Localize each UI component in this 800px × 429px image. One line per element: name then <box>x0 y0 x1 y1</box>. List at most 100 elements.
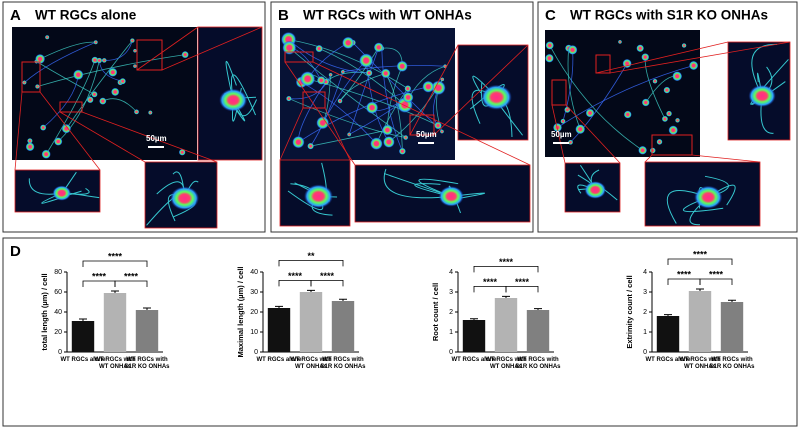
cell <box>382 136 395 148</box>
y-tick-label: 0 <box>254 349 258 356</box>
panel-letter: A <box>10 7 21 24</box>
bar <box>103 293 127 352</box>
y-tick-label: 2 <box>449 309 453 316</box>
zoom-line <box>433 44 529 136</box>
cell <box>396 60 408 72</box>
cell <box>358 53 374 68</box>
cell <box>365 101 379 114</box>
y-axis-label: Root count / cell <box>431 283 440 341</box>
x-tick-label: WT RGCs with S1R KO ONHAs <box>709 357 755 370</box>
neurite <box>37 54 186 87</box>
cell <box>382 124 393 136</box>
y-tick-label: 0 <box>643 349 647 356</box>
cell <box>181 50 189 59</box>
significance-label: ** <box>307 251 315 261</box>
error-bar <box>111 290 119 293</box>
error-bar <box>79 318 87 321</box>
y-tick-label: 20 <box>54 329 62 336</box>
y-tick-label: 0 <box>449 349 453 356</box>
cell <box>622 58 632 69</box>
cell <box>111 87 120 97</box>
x-tick-label: WT RGCs alone <box>451 357 497 363</box>
cell <box>108 67 118 77</box>
cell <box>638 145 648 155</box>
significance-label: **** <box>499 257 514 267</box>
cell <box>666 110 673 117</box>
zoom-line <box>595 41 729 74</box>
neurite <box>66 40 133 129</box>
significance-label: **** <box>709 269 724 279</box>
bar <box>526 310 550 352</box>
cell <box>552 122 563 133</box>
panel-title: WT RGCs alone <box>35 8 137 23</box>
micrograph <box>280 28 455 160</box>
error-bar <box>696 288 704 291</box>
neurite <box>352 42 443 132</box>
cell <box>316 116 330 130</box>
cell <box>91 56 99 64</box>
cell <box>481 84 512 110</box>
inset-frame <box>644 161 761 227</box>
x-tick-label: WT RGCs alone <box>60 357 106 363</box>
inset-frame <box>197 26 263 161</box>
inset-frame <box>457 44 529 141</box>
neurite <box>288 98 406 138</box>
y-axis-label: Maximal length (µm) / cell <box>236 266 245 357</box>
cell <box>34 84 40 89</box>
error-bar <box>728 299 736 302</box>
cell <box>431 80 446 96</box>
significance-label: **** <box>483 277 498 287</box>
neurite <box>104 40 133 61</box>
significance-bracket <box>82 260 148 267</box>
neurite <box>288 74 331 100</box>
significance-bracket <box>278 260 344 267</box>
zoom-box <box>21 61 41 93</box>
scale-bar-label: 50µm <box>551 130 572 139</box>
neurite <box>418 178 459 197</box>
cell <box>86 96 94 104</box>
zoom-box <box>409 114 435 136</box>
neurite <box>310 71 344 147</box>
inset-frame <box>279 159 351 227</box>
cell <box>93 39 99 45</box>
cell <box>617 39 623 44</box>
cell <box>307 142 314 150</box>
y-tick-label: 2 <box>643 309 647 316</box>
error-bar <box>307 289 315 292</box>
significance-bracket <box>667 258 733 265</box>
zoom-box <box>59 101 83 113</box>
panel-frame <box>2 237 798 427</box>
neurite <box>36 61 95 95</box>
neurite <box>348 47 380 135</box>
significance-label: **** <box>693 249 708 259</box>
zoom-line <box>312 61 531 166</box>
cell <box>91 91 98 98</box>
y-tick-label: 4 <box>643 269 647 276</box>
panel-letter: D <box>10 243 21 260</box>
cell <box>342 36 355 49</box>
cell <box>641 53 650 62</box>
cell <box>439 129 445 134</box>
zoom-line <box>644 154 653 163</box>
cell <box>119 77 126 85</box>
neurite <box>45 59 96 155</box>
inset-frame <box>354 164 531 223</box>
cell <box>52 185 71 201</box>
zoom-box <box>551 79 567 106</box>
y-tick-label: 40 <box>250 269 258 276</box>
cell <box>346 132 352 137</box>
y-tick-label: 1 <box>449 329 453 336</box>
neurite <box>414 183 452 197</box>
x-tick-label: WT RGCs with S1R KO ONHAs <box>320 357 366 370</box>
zoom-line <box>565 104 621 164</box>
y-tick-label: 0 <box>58 349 62 356</box>
significance-label: **** <box>124 271 139 281</box>
cell <box>434 121 442 130</box>
cell <box>370 137 383 150</box>
x-tick-label: WT RGCs with WT ONHAs <box>679 357 721 370</box>
cell <box>688 60 699 71</box>
cell <box>567 139 574 145</box>
scale-bar-label: 50µm <box>416 130 437 139</box>
zoom-line <box>39 91 101 171</box>
